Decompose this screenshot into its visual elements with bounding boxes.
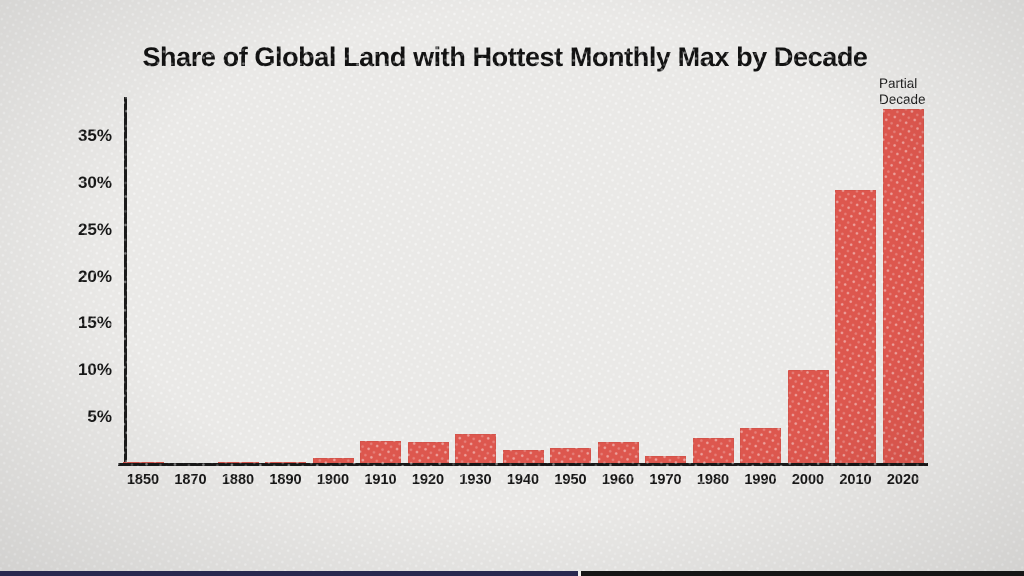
bar-1990 [740,427,781,464]
bar-1940 [502,449,544,464]
x-label-1870: 1870 [174,472,207,488]
x-label-1970: 1970 [649,472,682,488]
bar-2010 [835,189,876,464]
x-label-1930: 1930 [459,472,492,488]
bar-1920 [407,442,449,464]
partial-decade-line1: Partial [879,76,918,91]
x-label-1950: 1950 [554,472,587,488]
y-label-35: 35% [77,126,112,146]
x-label-1900: 1900 [316,472,350,488]
chart-title: Share of Global Land with Hottest Monthl… [142,42,868,72]
y-label-30: 30% [77,172,112,192]
y-label-20: 20% [77,266,112,286]
banner-divider-notch [578,571,581,576]
bar-1910 [360,440,401,464]
x-label-1940: 1940 [506,472,540,488]
x-label-1920: 1920 [411,472,445,488]
bar-1980 [692,437,734,464]
partial-decade-annotation: Partial Decade [879,76,949,107]
bar-2000 [787,370,829,464]
x-label-1990: 1990 [744,472,777,488]
bar-1960 [597,441,639,464]
banner-navy-segment [0,571,578,576]
banner-black-segment [581,571,1024,576]
partial-decade-line2: Decade [879,91,926,107]
x-label-1880: 1880 [221,472,255,488]
x-label-1980: 1980 [696,472,730,488]
y-label-25: 25% [77,219,112,239]
x-label-1910: 1910 [364,472,397,488]
x-label-2000: 2000 [791,472,825,488]
x-label-2010: 2010 [839,472,872,488]
bar-1900 [312,458,354,464]
x-axis-line [118,463,928,466]
y-label-10: 10% [77,360,112,380]
y-axis-line [124,97,127,465]
x-label-2020: 2020 [886,472,920,488]
bar-1930 [455,434,496,464]
y-label-5: 5% [87,407,112,427]
lower-third-banner-edge [0,571,1024,576]
bar-1950 [550,448,591,464]
bar-1890 [265,461,306,464]
x-label-1850: 1850 [126,472,160,488]
bar-1970 [645,455,686,464]
x-label-1960: 1960 [601,472,635,488]
bar-2020 [882,108,924,464]
x-label-1890: 1890 [269,472,302,488]
y-label-15: 15% [77,313,112,333]
